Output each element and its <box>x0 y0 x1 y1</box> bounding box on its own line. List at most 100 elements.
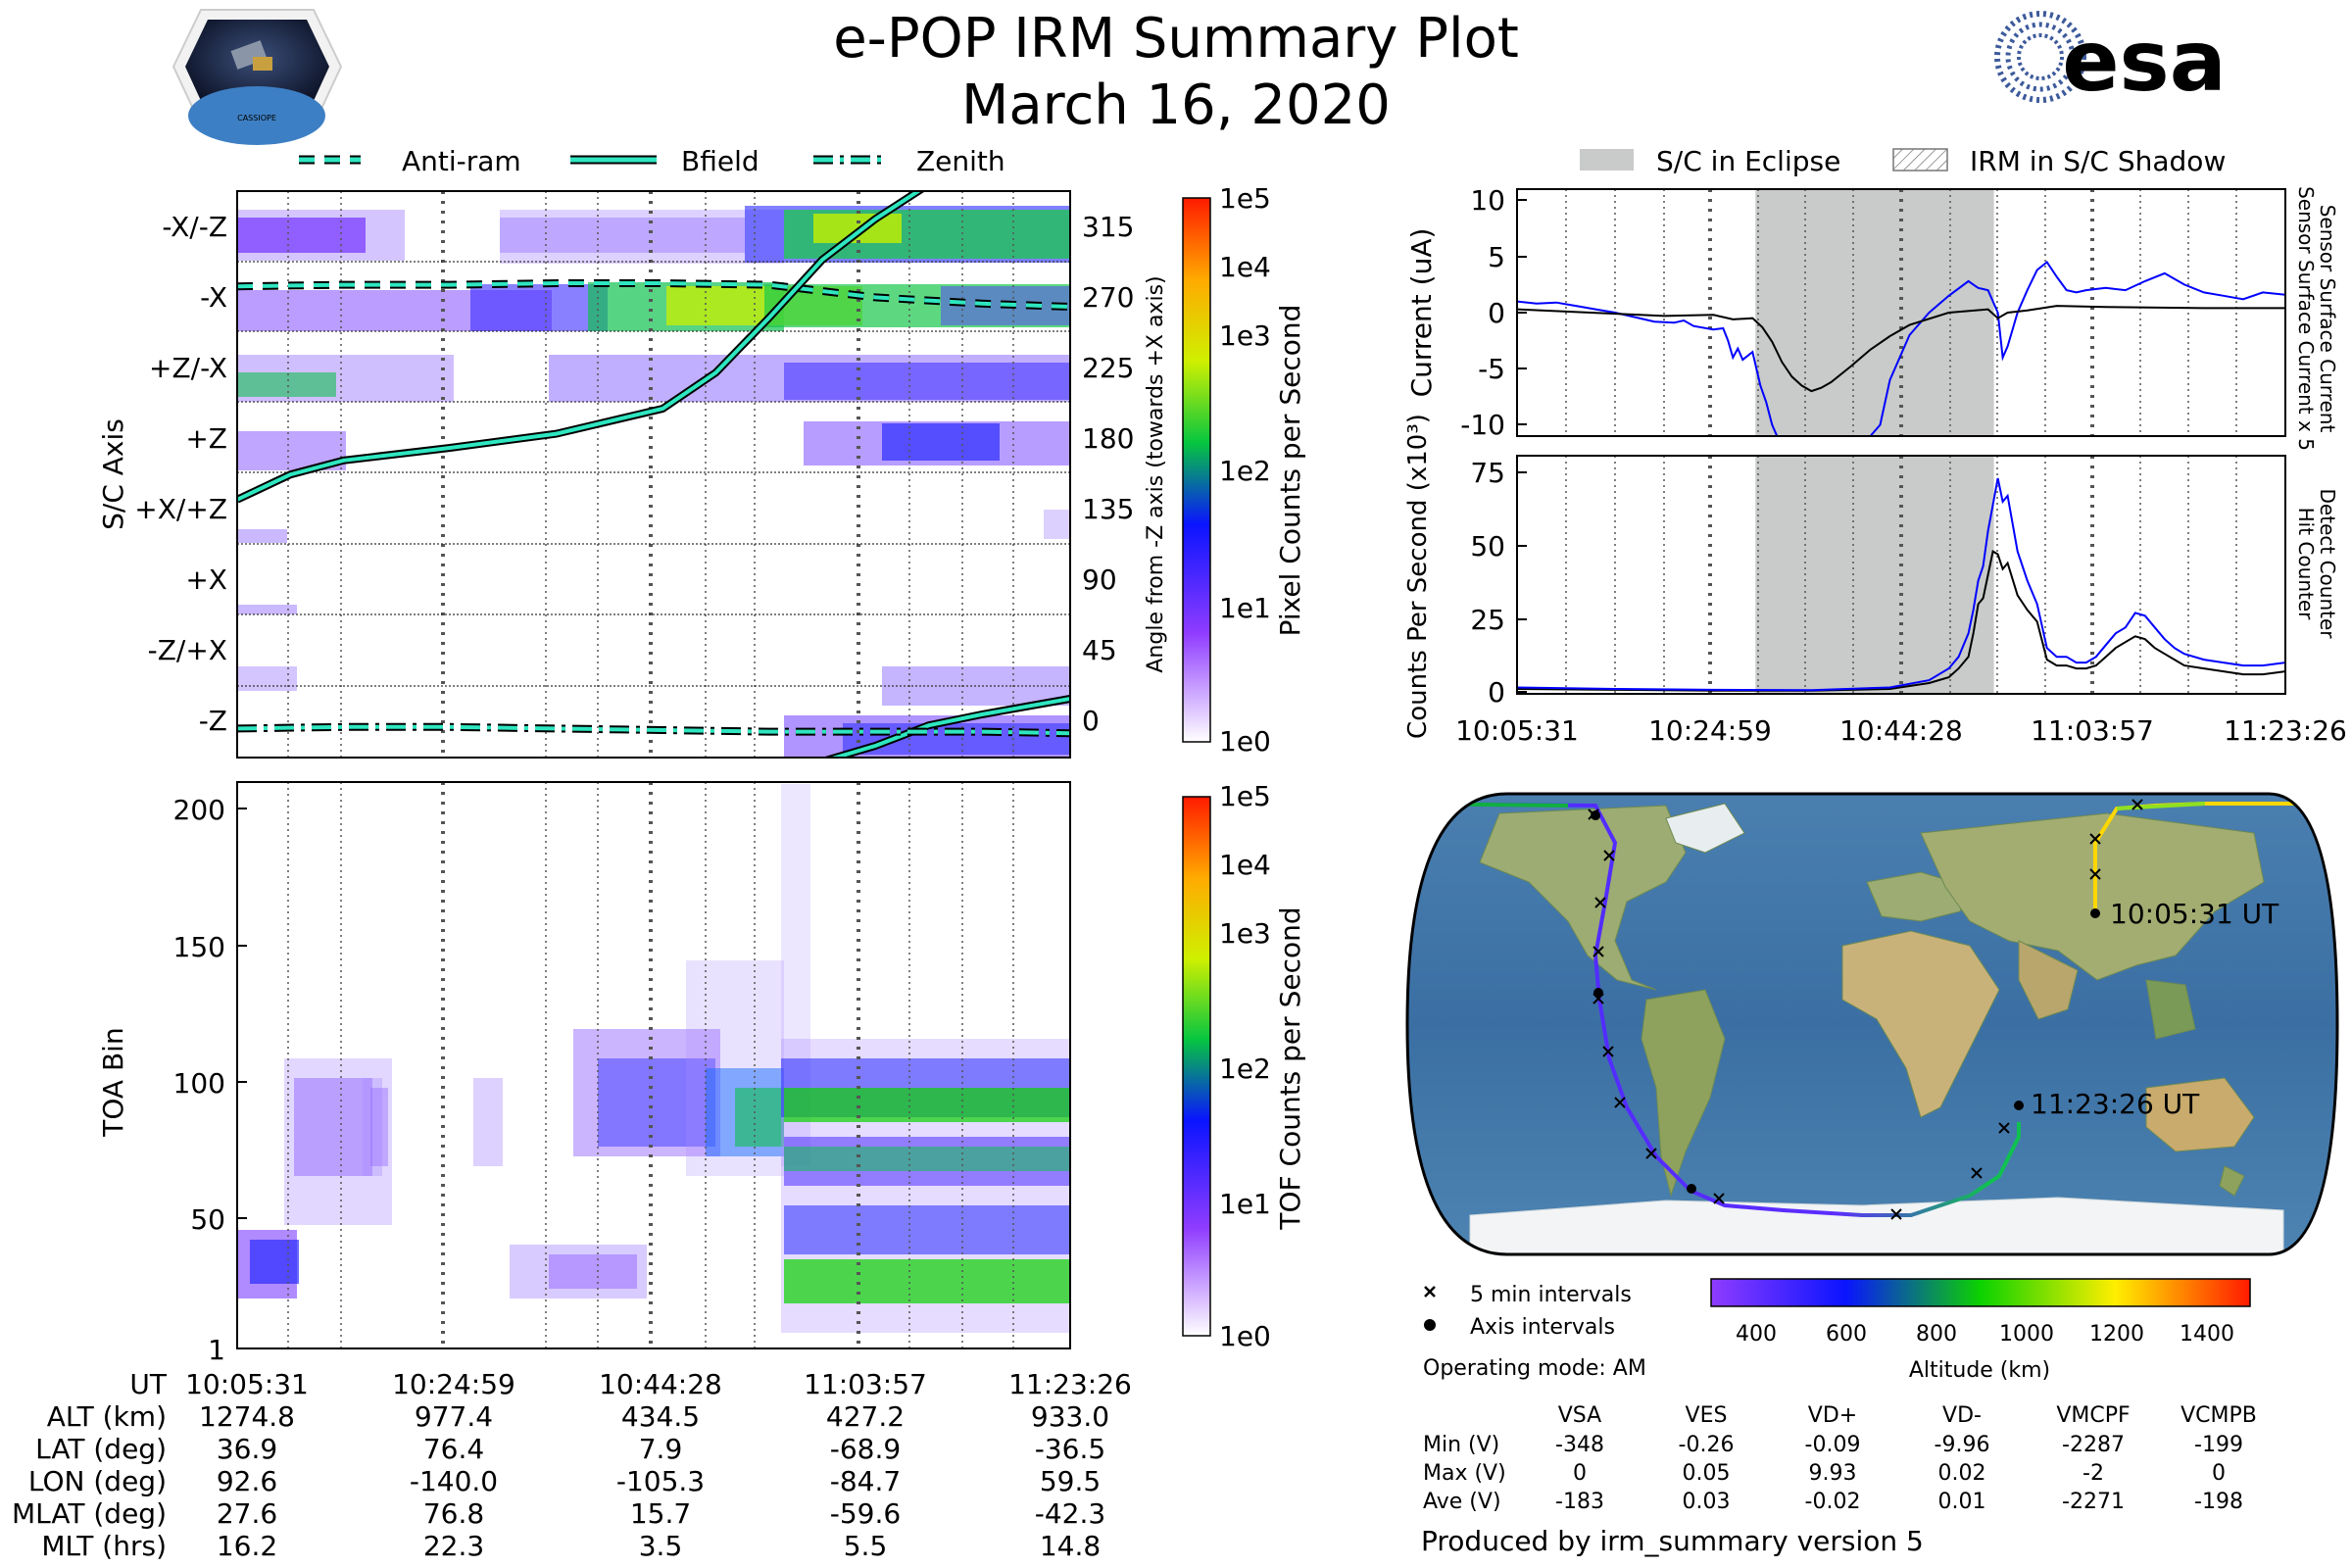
altitude-colorbar: 400 600 800 1000 1200 1400 Altitude (km) <box>1710 1278 2251 1383</box>
legend-5min-label: 5 min intervals <box>1470 1283 1632 1307</box>
esa-logo: esa <box>1994 11 2227 111</box>
table-cell: 977.4 <box>415 1400 493 1433</box>
table-cell: 10:44:28 <box>599 1368 722 1400</box>
alt-tick: 600 <box>1826 1322 1867 1347</box>
legend-label-zenith: Zenith <box>916 145 1005 177</box>
axis-label-pos-z: +Z <box>185 422 227 455</box>
toa-yticks <box>237 808 247 1349</box>
orbit-end-label: 11:23:26 UT <box>2031 1088 2200 1120</box>
continents <box>1469 803 2284 1254</box>
eclipse-swatch <box>1580 149 1634 171</box>
right-legend: S/C in Eclipse IRM in S/C Shadow <box>1580 145 2226 177</box>
axis-label-pos-x: +X <box>185 564 227 596</box>
current-tick-0: 0 <box>1488 297 1505 329</box>
axis-label-neg-x-neg-z: -X/-Z <box>162 211 227 243</box>
tof-cbar-tick-1e3: 1e3 <box>1219 917 1271 950</box>
voltage-cell: 0 <box>2212 1461 2226 1486</box>
voltage-cell: 0.05 <box>1683 1461 1731 1486</box>
sc-axis-panel: S/C Axis -X/-Z -X +Z/-X +Z +X/+Z +X -Z/+… <box>97 190 1168 759</box>
angle-tick-135: 135 <box>1082 493 1134 525</box>
voltage-cell: -199 <box>2194 1433 2243 1457</box>
pixel-cbar-tick-1e1: 1e1 <box>1219 592 1271 624</box>
detect-counter-line <box>1517 477 2285 692</box>
table-cell: 92.6 <box>217 1465 277 1497</box>
eclipse-region <box>1755 456 1994 694</box>
table-cell: 434.5 <box>621 1400 700 1433</box>
axis-label-neg-x: -X <box>200 281 227 314</box>
axis-label-pos-z-neg-x: +Z/-X <box>149 352 227 384</box>
toa-tick-200: 200 <box>173 794 225 826</box>
table-cell: 76.8 <box>423 1497 484 1530</box>
sc-axis-angle-lines <box>237 191 1070 758</box>
legend-label-shadow: IRM in S/C Shadow <box>1970 145 2226 177</box>
pixel-cbar-tick-1e3: 1e3 <box>1219 319 1271 352</box>
toa-heatmap <box>238 784 1070 1333</box>
table-cell: 10:05:31 <box>185 1368 309 1400</box>
table-cell: 5.5 <box>844 1530 888 1562</box>
legend-label-anti-ram: Anti-ram <box>402 145 521 177</box>
pixel-cbar-tick-1e2: 1e2 <box>1219 455 1271 487</box>
voltage-header: VCMPB <box>2180 1403 2257 1428</box>
sensor-current-label: Sensor Surface Current <box>2316 205 2339 433</box>
map-legend: 5 min intervals Axis intervals Operating… <box>1423 1283 1646 1381</box>
counts-frame <box>1516 455 2286 695</box>
counts-panel: 75 50 25 0 Counts Per Second (x10³) Dete… <box>1403 414 2347 747</box>
table-cell: 76.4 <box>423 1433 484 1465</box>
counts-tick-0: 0 <box>1488 676 1505 709</box>
axis-dot-icon <box>1424 1319 1436 1331</box>
sensor-current-x5-label: Sensor Surface Current x 5 <box>2294 186 2318 451</box>
table-cell: -140.0 <box>410 1465 498 1497</box>
legend-axis-label: Axis intervals <box>1470 1315 1615 1340</box>
time-tick: 11:23:26 <box>2224 714 2347 747</box>
tof-cbar-tick-1e5: 1e5 <box>1219 780 1271 812</box>
row-label-mlat: MLAT (deg) <box>12 1497 167 1530</box>
sc-axis-labels: -X/-Z -X +Z/-X +Z +X/+Z +X -Z/+X -Z <box>134 211 227 737</box>
voltage-cell: -0.09 <box>1805 1433 1861 1457</box>
legend-item-bfield: Bfield <box>570 145 760 177</box>
counts-gridlines <box>1565 456 2237 694</box>
bfield-wrapped-line <box>828 697 1070 758</box>
table-cell: 1274.8 <box>199 1400 295 1433</box>
plot-date: March 16, 2020 <box>961 74 1391 137</box>
time-tick: 10:24:59 <box>1648 714 1772 747</box>
left-legend: Anti-ram Bfield Zenith <box>299 145 1005 177</box>
hit-counter-line <box>1517 550 2285 692</box>
axis-label-neg-z: -Z <box>199 705 227 737</box>
pixel-colorbar-label: Pixel Counts per Second <box>1274 305 1306 637</box>
tof-colorbar: 1e5 1e4 1e3 1e2 1e1 1e0 TOF Counts per S… <box>1182 780 1306 1352</box>
operating-mode: Operating mode: AM <box>1423 1356 1646 1381</box>
alt-tick: 400 <box>1736 1322 1777 1347</box>
voltage-header: VSA <box>1558 1403 1601 1428</box>
table-cell: 427.2 <box>826 1400 905 1433</box>
sc-axis-ylabel: S/C Axis <box>97 418 129 530</box>
table-cell: 14.8 <box>1040 1530 1101 1562</box>
counts-tick-50: 50 <box>1470 530 1505 563</box>
voltage-cell: -0.26 <box>1679 1433 1735 1457</box>
current-tick-5: 5 <box>1488 241 1505 273</box>
table-cell: 11:03:57 <box>804 1368 927 1400</box>
voltage-row-label: Max (V) <box>1423 1461 1506 1486</box>
table-cell: 11:23:26 <box>1008 1368 1132 1400</box>
counts-tick-25: 25 <box>1470 604 1505 636</box>
angle-tick-180: 180 <box>1082 422 1134 455</box>
tof-cbar-tick-1e0: 1e0 <box>1219 1320 1271 1352</box>
cassiope-logo: CASSIOPE <box>172 9 343 145</box>
zenith-line <box>237 724 1070 736</box>
ephemeris-table: UT ALT (km) LAT (deg) LON (deg) MLAT (de… <box>12 1368 1132 1562</box>
bfield-line <box>237 191 922 502</box>
row-label-ut: UT <box>129 1368 167 1400</box>
interval-marker-icon <box>1424 1286 1436 1298</box>
current-tick-neg5: -5 <box>1478 353 1505 385</box>
plot-title: e-POP IRM Summary Plot <box>833 7 1519 71</box>
time-tick: 11:03:57 <box>2031 714 2154 747</box>
angle-tick-315: 315 <box>1082 211 1134 243</box>
alt-tick: 1200 <box>2089 1322 2144 1347</box>
voltage-table: VSA VES VD+ VD- VMCPF VCMPB Min (V) Max … <box>1423 1403 2257 1514</box>
table-cell: 3.5 <box>639 1530 683 1562</box>
orbit-track <box>1407 802 2021 1217</box>
table-cell: -68.9 <box>830 1433 901 1465</box>
sc-axis-row-separators <box>237 261 1070 687</box>
legend-item-zenith: Zenith <box>813 145 1005 177</box>
voltage-header: VMCPF <box>2056 1403 2130 1428</box>
toa-tick-1: 1 <box>208 1334 225 1366</box>
